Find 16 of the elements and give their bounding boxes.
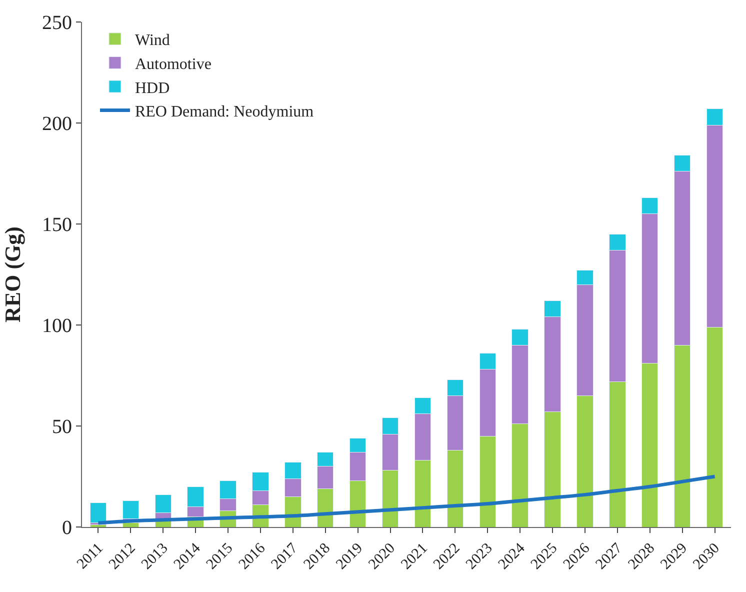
- bar: [90, 502, 107, 524]
- bar: [122, 500, 140, 520]
- legend-label: Automotive: [134, 56, 212, 73]
- y-tick-label: 200: [42, 113, 72, 135]
- y-tick-label: 250: [42, 12, 72, 34]
- y-tick-label: 50: [52, 416, 72, 438]
- y-tick-label: 100: [42, 315, 72, 337]
- legend-label: HDD: [134, 80, 170, 97]
- y-tick-label: 0: [62, 517, 72, 539]
- line-series: [96, 474, 717, 525]
- y-tick-label: 150: [42, 214, 72, 236]
- legend-label: Wind: [134, 32, 170, 50]
- legend-label: REO Demand: Neodymium: [134, 104, 314, 121]
- x-tick-label: 2021: [398, 540, 431, 573]
- x-tick-label: 2011: [74, 540, 106, 572]
- y-axis-title: REO (Gg): [0, 226, 25, 322]
